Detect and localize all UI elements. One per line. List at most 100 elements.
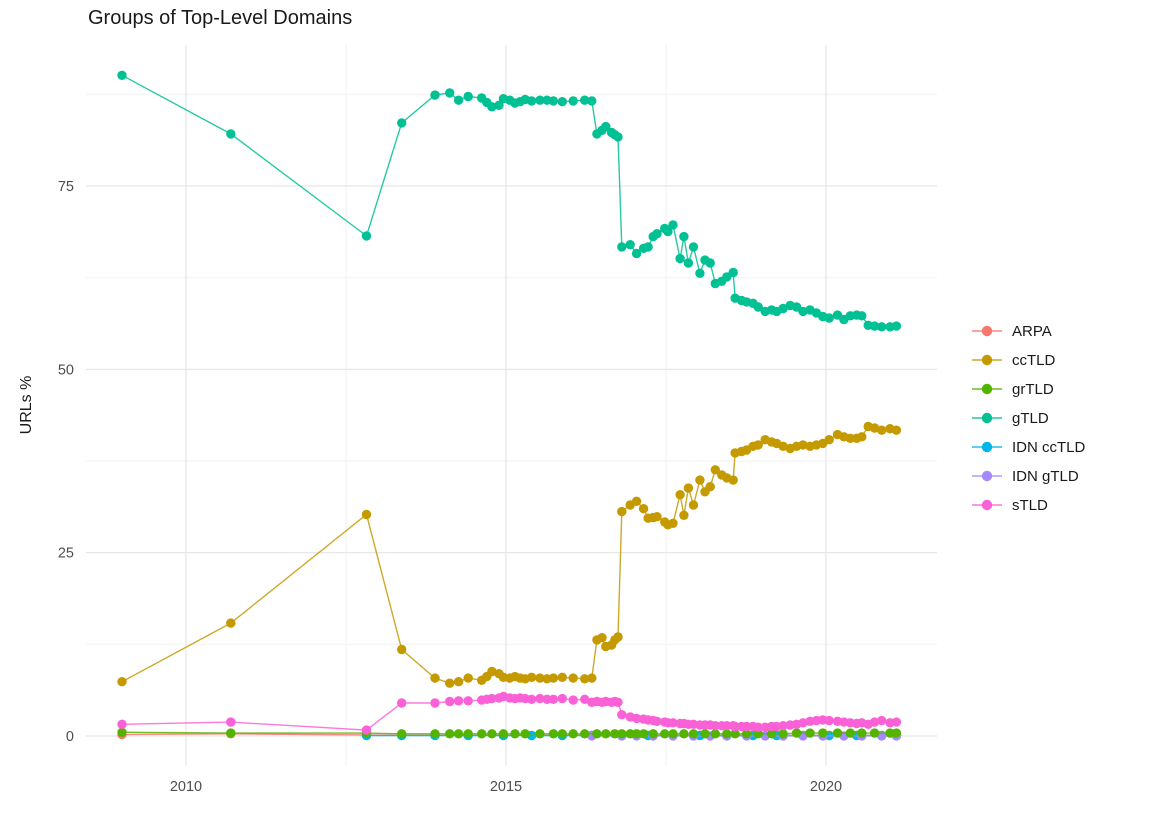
data-point: [877, 425, 887, 435]
data-point: [679, 729, 689, 739]
data-point: [688, 242, 699, 252]
data-point: [766, 729, 777, 739]
data-point: [453, 95, 464, 105]
data-point: [710, 729, 720, 739]
data-point: [520, 729, 530, 739]
data-point: [798, 718, 808, 728]
data-point: [568, 96, 578, 106]
data-point: [535, 693, 545, 704]
x-tick-label: 2010: [170, 779, 202, 795]
data-point: [631, 729, 642, 739]
legend-label: grTLD: [1012, 380, 1054, 398]
legend-item-idn-cctld: IDN ccTLD: [971, 437, 1085, 457]
data-point: [869, 423, 880, 433]
data-point: [526, 672, 537, 682]
series-ccTLD: [117, 421, 902, 688]
data-point: [679, 231, 689, 242]
legend: ARPA ccTLD grTLD gTLD IDN ccTLD IDN gTLD…: [971, 321, 1085, 515]
data-point: [226, 717, 236, 727]
data-point: [613, 632, 623, 642]
data-point: [526, 694, 537, 704]
data-point: [568, 673, 578, 683]
data-point: [445, 678, 455, 688]
data-point: [891, 321, 902, 331]
series-sTLD: [117, 691, 902, 735]
legend-item-gtld: gTLD: [971, 408, 1085, 428]
data-point: [613, 697, 623, 707]
data-point: [463, 696, 473, 706]
legend-label: gTLD: [1012, 409, 1049, 427]
data-point: [663, 226, 673, 237]
data-point: [557, 693, 567, 704]
data-point: [728, 475, 738, 485]
data-point: [741, 729, 752, 739]
data-point: [580, 729, 590, 739]
data-point: [430, 673, 440, 683]
data-point: [617, 729, 627, 739]
data-point: [857, 728, 867, 738]
data-point: [728, 267, 738, 278]
data-point: [705, 258, 715, 268]
legend-item-cctld: ccTLD: [971, 350, 1085, 370]
data-point: [660, 729, 670, 739]
data-point: [668, 518, 678, 528]
data-point: [548, 694, 559, 704]
data-point: [791, 728, 802, 738]
data-point: [601, 121, 611, 132]
data-point: [869, 728, 880, 738]
data-point: [683, 483, 694, 493]
y-tick-label: 50: [58, 362, 74, 378]
data-point: [430, 698, 440, 708]
data-point: [869, 717, 880, 727]
data-point: [798, 440, 808, 450]
data-point: [625, 240, 635, 250]
data-point: [805, 728, 815, 738]
data-point: [753, 729, 763, 739]
data-point: [857, 432, 867, 442]
data-point: [445, 696, 455, 707]
data-point: [730, 729, 740, 739]
data-point: [487, 102, 497, 112]
data-point: [601, 729, 611, 739]
data-point: [445, 88, 455, 98]
x-tick-label: 2015: [490, 779, 522, 795]
data-point: [824, 313, 834, 323]
data-point: [705, 482, 715, 492]
data-point: [638, 729, 649, 739]
data-point: [568, 729, 578, 739]
data-point: [679, 510, 689, 520]
data-point: [617, 710, 627, 720]
data-point: [597, 633, 607, 643]
y-tick-label: 75: [58, 179, 74, 195]
data-point: [580, 674, 590, 684]
data-point: [548, 96, 559, 106]
data-point: [668, 718, 678, 728]
data-point: [487, 666, 497, 677]
data-point: [877, 715, 887, 726]
data-point: [683, 258, 694, 268]
data-point: [832, 728, 843, 738]
data-point: [510, 729, 520, 739]
legend-item-arpa: ARPA: [971, 321, 1085, 341]
data-point: [617, 242, 627, 252]
data-point: [891, 717, 902, 727]
data-point: [845, 728, 855, 738]
data-point: [568, 695, 578, 705]
series-grTLD: [117, 727, 902, 739]
data-point: [778, 729, 788, 739]
data-point: [557, 672, 567, 682]
data-point: [869, 321, 880, 331]
data-point: [397, 644, 407, 655]
legend-key-icon: [972, 499, 1002, 511]
data-point: [580, 694, 590, 704]
data-point: [361, 231, 372, 241]
data-point: [494, 100, 504, 111]
data-point: [648, 729, 658, 739]
data-point: [430, 729, 440, 739]
data-point: [675, 490, 685, 500]
data-point: [226, 618, 236, 628]
data-point: [857, 311, 867, 321]
data-point: [397, 729, 407, 739]
data-point: [617, 506, 627, 517]
